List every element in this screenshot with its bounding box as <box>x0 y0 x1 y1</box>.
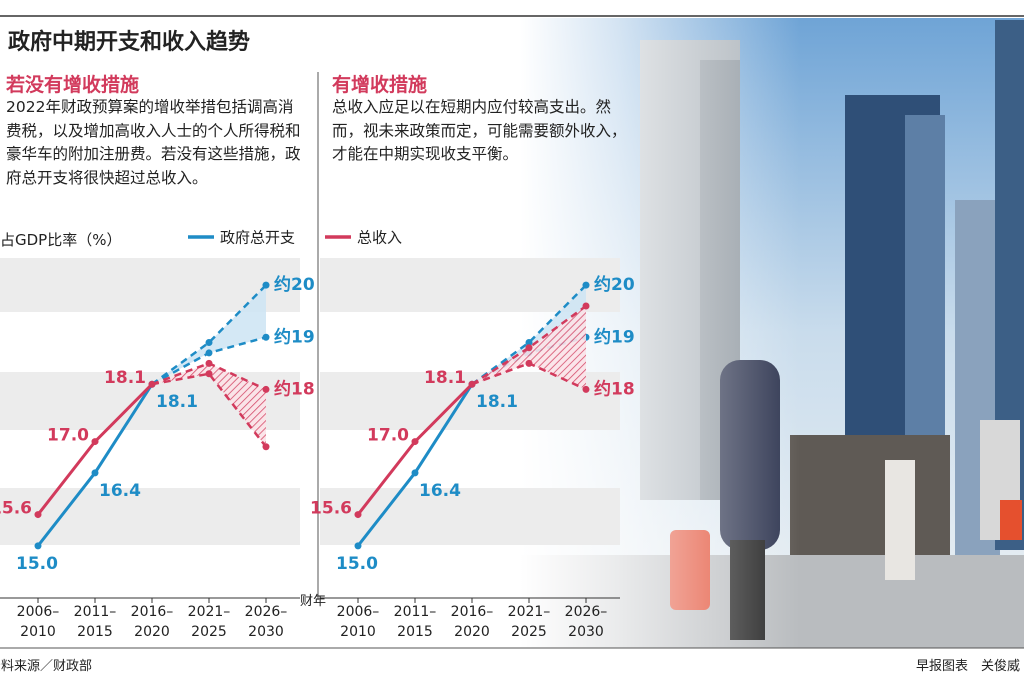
point <box>262 443 270 451</box>
point <box>411 438 419 446</box>
point <box>525 359 533 367</box>
projection-line <box>151 284 267 386</box>
data-label: 17.0 <box>367 426 409 446</box>
x-tick-label: 2006–2010 <box>16 604 60 640</box>
point <box>582 281 590 289</box>
x-tick-label: 2026–2030 <box>244 604 288 640</box>
data-label: 约19 <box>274 326 315 347</box>
point <box>205 370 213 378</box>
point <box>262 281 270 289</box>
point <box>34 511 42 519</box>
x-tick-label: 2016–2020 <box>450 604 494 640</box>
x-tick-label: 2021–2025 <box>507 604 551 640</box>
point <box>34 542 42 550</box>
source: 资料来源／财政部 <box>0 659 93 674</box>
point <box>525 339 533 346</box>
x-axis-label: 财年 <box>300 594 327 609</box>
projection-range <box>152 285 266 385</box>
data-label: 17.0 <box>47 426 89 446</box>
data-label: 18.1 <box>104 368 146 388</box>
data-label: 16.4 <box>419 481 461 501</box>
x-tick-label: 2016–2020 <box>130 604 174 640</box>
data-label: 18.1 <box>156 392 198 412</box>
point <box>354 511 362 519</box>
x-tick-label: 2006–2010 <box>336 604 380 640</box>
point <box>91 438 99 446</box>
point <box>262 333 270 341</box>
title: 政府中期开支和收入趋势 <box>8 30 251 55</box>
legend-label: 总收入 <box>357 229 402 247</box>
projection-range <box>152 363 266 447</box>
y-axis-label: 占GDP比率（%） <box>0 231 122 249</box>
data-label: 约19 <box>594 326 635 347</box>
point <box>354 542 362 550</box>
data-label: 15.0 <box>336 554 378 574</box>
point <box>91 469 99 477</box>
data-label: 约18 <box>274 378 315 399</box>
data-label: 16.4 <box>99 481 141 501</box>
x-tick-label: 2011–2015 <box>393 604 437 640</box>
panel-heading: 有增收措施 <box>332 74 428 96</box>
data-label: 约18 <box>594 378 635 399</box>
point <box>148 380 156 388</box>
data-label: 15.6 <box>0 499 32 519</box>
data-label: 约20 <box>274 274 315 295</box>
legend-label: 政府总开支 <box>220 229 295 247</box>
point <box>205 349 213 357</box>
data-label: 约20 <box>594 274 635 295</box>
panel-body: 总收入应足以在短期内应付较高支出。然而，视未来政策而定，可能需要额外收入，才能在… <box>332 98 627 163</box>
credit: 早报图表 关俊威 <box>915 659 1020 674</box>
point <box>582 385 590 393</box>
point <box>411 469 419 477</box>
projection-line <box>471 284 587 386</box>
point <box>582 302 590 310</box>
data-label: 15.6 <box>310 499 352 519</box>
data-label: 15.0 <box>16 554 58 574</box>
panel-heading: 若没有增收措施 <box>6 74 140 96</box>
point <box>262 385 270 393</box>
point <box>468 380 476 388</box>
point <box>205 339 213 346</box>
x-tick-label: 2026–2030 <box>564 604 608 640</box>
data-label: 18.1 <box>476 392 518 412</box>
x-tick-label: 2011–2015 <box>73 604 117 640</box>
data-label: 18.1 <box>424 368 466 388</box>
point <box>205 359 213 367</box>
projection-line <box>471 304 587 386</box>
x-tick-label: 2021–2025 <box>187 604 231 640</box>
point <box>525 344 533 352</box>
panel-body: 2022年财政预算案的增收举措包括调高消费税，以及增加高收入人士的个人所得税和豪… <box>6 98 301 187</box>
